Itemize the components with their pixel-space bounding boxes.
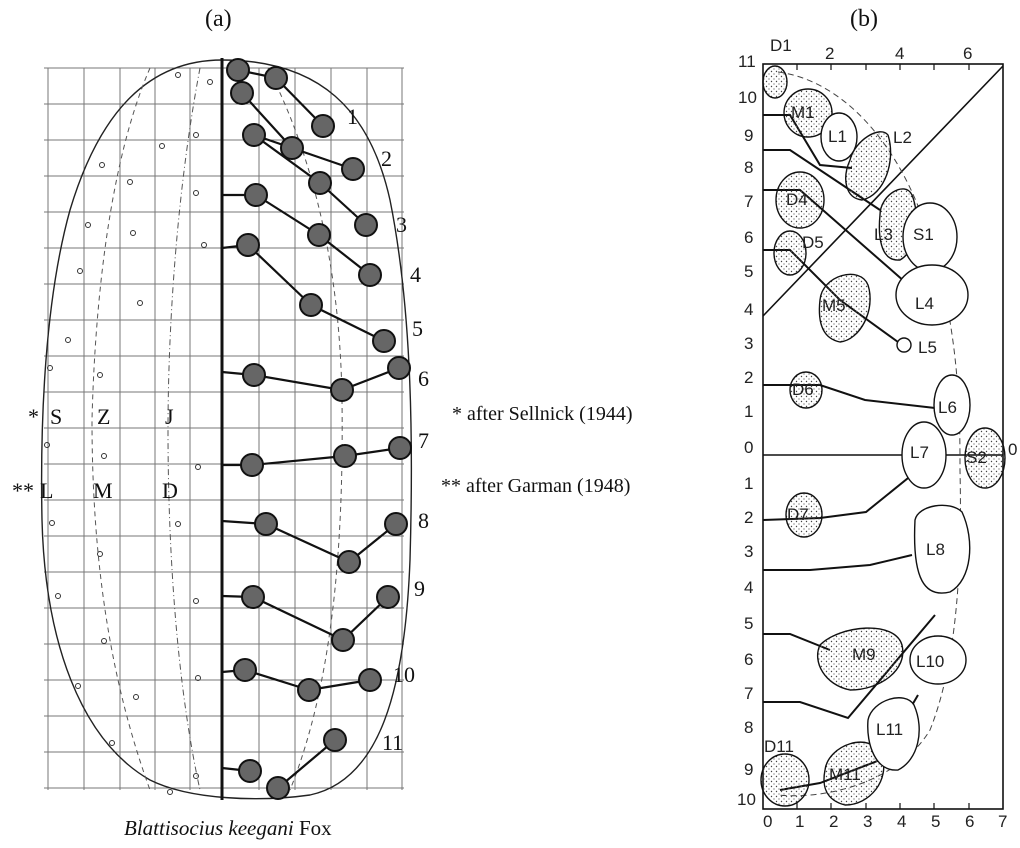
left-axis-5: 5 xyxy=(744,262,754,281)
bottom-axis-0: 0 xyxy=(763,812,773,831)
species-caption: Blattisocius keegani Fox xyxy=(124,816,332,841)
seta-m9: M9 xyxy=(852,645,876,664)
zone-j-label: J xyxy=(165,404,174,429)
seta-s2: S2 xyxy=(966,448,987,467)
left-axis-1: 1 xyxy=(744,402,754,421)
species-name: Blattisocius keegani xyxy=(124,816,294,840)
seta-d7: D7 xyxy=(787,505,809,524)
bottom-axis-7: 7 xyxy=(998,812,1008,831)
pore-circles xyxy=(44,72,213,795)
row-number-8: 8 xyxy=(418,508,429,533)
left-axis-2: 2 xyxy=(744,368,754,387)
panel-b-frame xyxy=(762,63,1004,810)
setae-sockets xyxy=(226,58,412,800)
row-number-1: 1 xyxy=(347,104,358,129)
left-axis-lower-8: 8 xyxy=(744,718,754,737)
left-axis-lower-3: 3 xyxy=(744,542,754,561)
panel-b-ticks xyxy=(796,64,970,809)
zone-s-label: S xyxy=(50,404,63,429)
panel-b-label: (b) xyxy=(850,6,878,32)
row-number-10: 10 xyxy=(393,662,415,687)
seta-s1: S1 xyxy=(913,225,934,244)
seta-d11: D11 xyxy=(764,737,794,756)
top-axis-2: 2 xyxy=(825,44,835,63)
dorsal-shield-outline xyxy=(40,59,413,800)
species-author: Fox xyxy=(293,816,332,840)
row-number-3: 3 xyxy=(396,212,407,237)
panel-b-open-setae xyxy=(820,112,971,771)
left-axis-lower-7: 7 xyxy=(744,684,754,703)
bottom-axis-6: 6 xyxy=(965,812,975,831)
top-axis-d1: D1 xyxy=(770,36,792,55)
seta-l5: L5 xyxy=(918,338,937,357)
sellnick-asterisk: * xyxy=(28,404,39,429)
row-number-5: 5 xyxy=(412,316,423,341)
panel-a-label: (a) xyxy=(205,6,232,32)
seta-l7: L7 xyxy=(910,443,929,462)
zone-z-label: Z xyxy=(97,404,111,429)
seta-l10: L10 xyxy=(916,652,945,671)
seta-l1: L1 xyxy=(828,127,847,146)
row-number-9: 9 xyxy=(414,576,425,601)
left-axis-9: 9 xyxy=(744,126,754,145)
left-axis-lower-10: 10 xyxy=(737,790,756,809)
panel-b-setae-shapes xyxy=(760,65,1006,807)
garman-asterisks: ** xyxy=(12,478,34,503)
panel-b-drawing xyxy=(760,63,1006,810)
top-axis-4: 4 xyxy=(895,44,905,63)
row-number-11: 11 xyxy=(382,730,404,755)
panel-b-diagonal xyxy=(762,65,1004,317)
seta-d4: D4 xyxy=(786,190,808,209)
left-axis-0: 0 xyxy=(744,438,754,457)
seta-l8: L8 xyxy=(926,540,945,559)
bottom-axis-5: 5 xyxy=(931,812,941,831)
right-axis-zero: 0 xyxy=(1008,440,1018,459)
zone-d-label: D xyxy=(162,478,178,503)
left-axis-lower-2: 2 xyxy=(744,508,754,527)
row-number-4: 4 xyxy=(410,262,421,287)
bottom-axis-4: 4 xyxy=(897,812,907,831)
left-axis-6: 6 xyxy=(744,228,754,247)
left-axis-lower-1: 1 xyxy=(744,474,754,493)
top-axis-6: 6 xyxy=(963,44,973,63)
seta-l3: L3 xyxy=(874,225,893,244)
row-number-2: 2 xyxy=(381,146,392,171)
seta-d6: D6 xyxy=(792,380,814,399)
left-axis-lower-9: 9 xyxy=(744,760,754,779)
left-axis-lower-6: 6 xyxy=(744,650,754,669)
zone-l-label: L xyxy=(40,478,54,503)
panel-a-drawing xyxy=(40,58,413,800)
seta-l4: L4 xyxy=(915,294,934,313)
left-axis-lower-4: 4 xyxy=(744,578,754,597)
seta-l6: L6 xyxy=(938,398,957,417)
row-number-7: 7 xyxy=(418,428,429,453)
bottom-axis-2: 2 xyxy=(829,812,839,831)
left-axis-8: 8 xyxy=(744,158,754,177)
seta-m5: M5 xyxy=(822,296,846,315)
left-axis-4: 4 xyxy=(744,300,754,319)
left-axis-11: 11 xyxy=(738,52,756,71)
seta-d5: D5 xyxy=(802,233,824,252)
bottom-axis-3: 3 xyxy=(863,812,873,831)
dashed-line-left xyxy=(91,67,151,791)
seta-m1: M1 xyxy=(791,103,815,122)
bottom-axis-1: 1 xyxy=(795,812,805,831)
note-garman: ** after Garman (1948) xyxy=(441,475,631,497)
left-axis-7: 7 xyxy=(744,192,754,211)
row-number-6: 6 xyxy=(418,366,429,391)
left-axis-3: 3 xyxy=(744,334,754,353)
left-axis-10: 10 xyxy=(738,88,757,107)
seta-l2: L2 xyxy=(893,128,912,147)
left-axis-lower-5: 5 xyxy=(744,614,754,633)
zone-m-label: M xyxy=(93,478,113,503)
note-sellnick: * after Sellnick (1944) xyxy=(452,403,633,425)
seta-l11: L11 xyxy=(876,720,904,739)
seta-m11: M11 xyxy=(829,765,861,784)
